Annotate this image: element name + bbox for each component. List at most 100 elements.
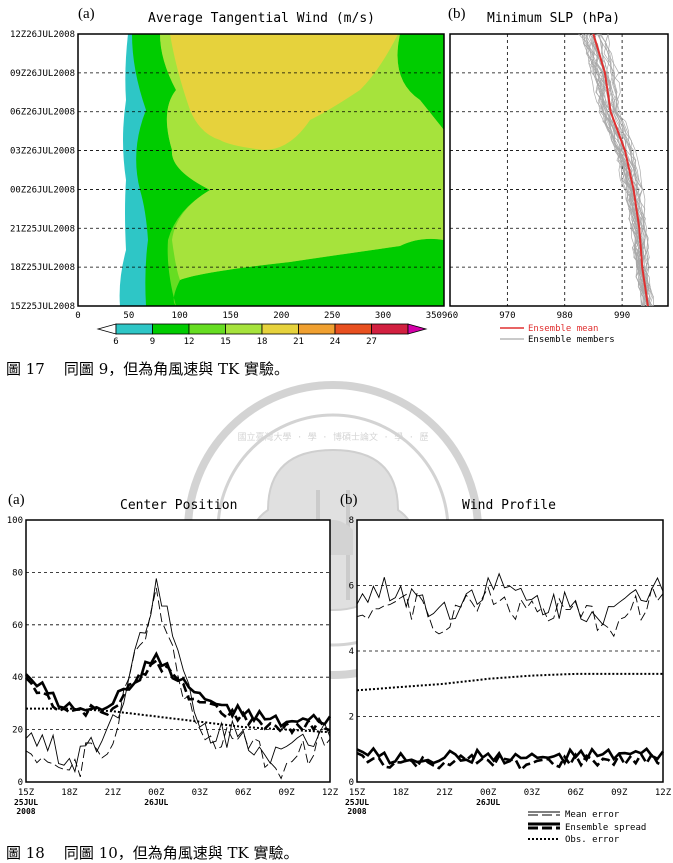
x-sub-label: 25JUL [345,798,369,807]
x-tick-label: 09Z [611,788,628,798]
y-tick-label: 100 [7,516,23,526]
x-tick-label: 06Z [235,788,252,798]
ensemble-mean-line [592,33,649,307]
legend-ensemble-spread: Ensemble spread [565,823,646,833]
y-tick-label: 06Z26JUL2008 [10,108,75,118]
fig18-panel-a-label: (a) [8,492,25,508]
y-tick-label: 0 [349,778,354,788]
x-tick-label: 100 [172,311,188,321]
y-tick-label: 00Z26JUL2008 [10,185,75,195]
y-tick-label: 20 [12,726,23,736]
x-sub-label: 26JUL [476,798,500,807]
fig17-panel-b-label: (b) [448,6,466,22]
x-tick-label: 09Z [278,788,295,798]
y-tick-label: 60 [12,621,23,631]
y-tick-label: 15Z25JUL2008 [10,302,75,312]
colorbar-swatch [152,323,190,335]
wind-profile-chart: 0 2 4 6 8 15Z 18Z 21Z 00Z 03Z 06Z 09Z 12Z 25JUL2008 26… [345,516,672,816]
x-tick-label: 990 [614,311,630,321]
fig17-charts: 12Z26JUL2008 09Z26JUL2008 06Z26JUL2008 03Z2… [10,30,669,347]
x-tick-label: 21Z [105,788,122,798]
fig18-panel-a-title: Center Position [120,498,238,513]
x-tick-label: 18Z [393,788,410,798]
colorbar-tick-label: 6 [113,337,118,347]
y-tick-label: 40 [12,673,23,683]
fig17-panel-a-label: (a) [78,6,95,22]
x-tick-label: 150 [222,311,238,321]
fig18-caption: 圖 18 同圖 10，但為角風速與 TK 實驗。 [6,844,299,862]
slp-legend: Ensemble mean Ensemble members [500,324,615,345]
colorbar-tick-label: 24 [330,337,341,347]
x-tick-label: 960 [442,311,458,321]
ensemble-member-line [604,33,650,307]
center-position-chart: 0 20 40 60 80 100 15Z 18Z 21Z 00Z 03Z 06Z 09Z 12Z 25JU… [7,516,339,816]
ensemble-member-line [583,33,644,307]
x-tick-label: 18Z [61,788,78,798]
ensemble-member-line [585,33,648,307]
x-sub-label: 2008 [16,807,35,816]
colorbar-tick-label: 18 [257,337,268,347]
series-line [356,584,664,638]
series-line [26,707,331,734]
series-line [356,672,663,692]
fig17-panel-a-title: Average Tangential Wind (m/s) [148,11,375,26]
heatmap-gridlines [78,72,444,268]
y-tick-label: 0 [18,778,23,788]
fig17-caption: 圖 17 同圖 9，但為角風速與 TK 實驗。 [6,360,289,378]
colorbar-arrow-left [96,323,117,335]
y-tick-label: 12Z26JUL2008 [10,30,75,40]
y-tick-label: 03Z26JUL2008 [10,147,75,157]
x-tick-label: 15Z [18,788,35,798]
x-tick-label: 300 [375,311,391,321]
ensemble-member-lines [578,33,654,307]
y-tick-label: 4 [349,647,354,657]
colorbar-swatch [298,323,336,335]
colorbar-swatch [188,323,226,335]
series-line [356,751,664,773]
y-tick-label: 6 [349,582,354,592]
legend-mean-error: Mean error [565,810,620,820]
x-tick-label: 50 [123,311,134,321]
x-tick-label: 03Z [524,788,541,798]
colorbar-tick-label: 9 [150,337,155,347]
x-sub-label: 2008 [347,807,366,816]
y-tick-label: 80 [12,568,23,578]
colorbar-tick-label: 15 [220,337,231,347]
colorbar-tick-label: 12 [184,337,195,347]
x-tick-label: 12Z [655,788,672,798]
slp-x-ticks: 960 970 980 990 [442,311,630,321]
series-line [25,587,331,780]
x-tick-label: 15Z [349,788,366,798]
y-tick-label: 09Z26JUL2008 [10,69,75,79]
x-tick-label: 03Z [192,788,209,798]
x-sub-label: 25JUL [14,798,38,807]
x-tick-label: 200 [273,311,289,321]
min-slp-chart: 960 970 980 990 [442,33,669,321]
series-line [25,658,331,736]
heatmap-y-ticks: 12Z26JUL2008 09Z26JUL2008 06Z26JUL2008 03Z2… [10,30,75,312]
x-sub-label: 26JUL [144,798,168,807]
colorbar: 6 9 12 15 18 21 24 27 [96,323,428,347]
colorbar-swatch [115,323,153,335]
ensemble-member-line [591,33,649,307]
x-tick-label: 12Z [322,788,339,798]
x-tick-label: 250 [324,311,340,321]
ensemble-member-line [585,33,645,307]
colorbar-swatch [261,323,299,335]
y-tick-label: 2 [349,713,354,723]
colorbar-arrow-right [407,323,428,335]
colorbar-tick-label: 27 [366,337,377,347]
tangential-wind-heatmap: 12Z26JUL2008 09Z26JUL2008 06Z26JUL2008 03Z2… [10,30,445,321]
heatmap-x-ticks: 0 50 100 150 200 250 300 350 [75,311,442,321]
ensemble-member-line [597,33,653,307]
colorbar-swatch [225,323,263,335]
x-tick-label: 0 [75,311,80,321]
colorbar-swatch [334,323,372,335]
band-21 [164,34,398,150]
legend-ensemble-mean: Ensemble mean [528,324,598,334]
x-tick-label: 970 [499,311,515,321]
fig17-panel-b-title: Minimum SLP (hPa) [487,11,621,26]
fig18-legend: Mean error Ensemble spread Obs. error [528,810,646,845]
colorbar-swatch [371,323,409,335]
